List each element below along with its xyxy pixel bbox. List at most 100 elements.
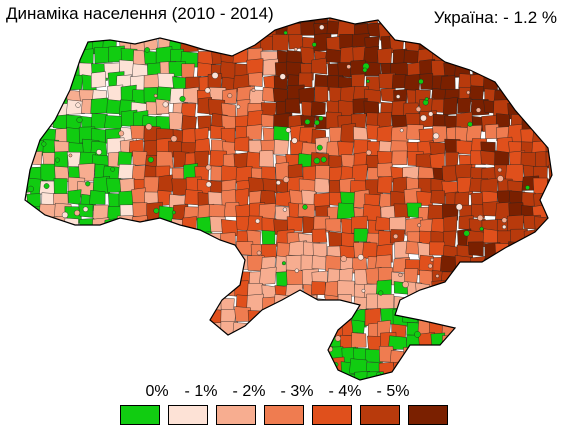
district-cell [210, 349, 228, 367]
district-cell [144, 20, 162, 39]
district-cell [64, 371, 79, 380]
district-cell [172, 332, 188, 351]
district-cell [559, 336, 571, 351]
district-cell [53, 310, 69, 326]
city-marker [543, 248, 549, 253]
district-cell [197, 321, 213, 340]
district-cell [301, 324, 318, 339]
district-cell [560, 125, 571, 143]
district-cell [494, 150, 510, 167]
district-cell [64, 44, 81, 63]
district-cell [25, 269, 43, 287]
district-cell [247, 361, 266, 377]
district-cell [312, 242, 328, 258]
district-cell [157, 174, 174, 193]
district-cell [25, 309, 42, 326]
district-cell [27, 386, 45, 402]
city-marker [312, 42, 317, 47]
district-cell [223, 35, 240, 52]
district-cell [147, 241, 165, 258]
district-cell [557, 384, 571, 400]
district-cell [30, 22, 46, 41]
district-cell [548, 163, 552, 180]
district-cell [52, 385, 68, 402]
district-cell [261, 230, 276, 245]
legend-swatch-1 [168, 405, 208, 425]
city-marker [455, 203, 463, 211]
district-cell [25, 258, 32, 276]
district-cell [170, 358, 189, 376]
district-cell [92, 318, 110, 336]
district-cell [40, 388, 58, 405]
district-cell [443, 295, 460, 314]
district-cell [211, 33, 229, 49]
district-cell [235, 357, 251, 374]
district-cell [560, 346, 571, 359]
city-marker [285, 127, 292, 133]
city-marker [519, 354, 524, 360]
district-cell [77, 321, 94, 338]
city-marker [283, 176, 290, 183]
district-cell [560, 359, 571, 374]
district-cell [91, 71, 107, 89]
city-marker [171, 321, 176, 327]
district-cell [521, 333, 539, 348]
district-cell [310, 57, 328, 75]
district-cell [68, 321, 83, 338]
district-cell [92, 228, 110, 243]
district-cell [351, 332, 367, 348]
district-cell [133, 24, 148, 41]
city-marker [340, 255, 347, 262]
city-marker [468, 280, 475, 287]
district-cell [38, 375, 57, 380]
district-cell [181, 216, 197, 233]
district-cell [196, 335, 213, 353]
city-marker [536, 247, 543, 255]
city-marker [74, 276, 80, 281]
district-cell [144, 267, 161, 285]
city-marker [265, 332, 272, 339]
legend-swatch-5 [360, 405, 400, 425]
district-cell [456, 374, 473, 380]
district-cell [559, 33, 571, 50]
city-marker [393, 233, 399, 239]
district-cell [42, 18, 58, 28]
district-cell [561, 112, 571, 127]
district-cell [454, 46, 469, 65]
city-marker [88, 365, 92, 370]
district-cell [289, 323, 307, 341]
district-cell [325, 48, 343, 64]
district-cell [454, 322, 472, 337]
district-cell [52, 114, 68, 130]
district-cell [171, 246, 186, 262]
legend-swatch-3 [264, 405, 304, 425]
district-cell [186, 18, 203, 25]
district-cell [25, 77, 33, 94]
district-cell [456, 20, 472, 37]
district-cell [337, 141, 354, 156]
district-cell [443, 96, 458, 116]
district-cell [275, 18, 292, 24]
district-cell [493, 322, 511, 337]
district-cell [68, 308, 85, 325]
district-cell [40, 87, 59, 104]
district-cell [442, 18, 457, 29]
district-cell [510, 22, 527, 38]
district-cell [273, 125, 290, 142]
district-cell [482, 363, 498, 380]
legend-swatch-2 [216, 405, 256, 425]
district-cell [90, 97, 110, 114]
city-marker [435, 38, 441, 44]
district-cell [520, 34, 537, 51]
district-cell [532, 99, 549, 118]
district-cell [563, 282, 571, 298]
district-cell [173, 345, 191, 361]
city-marker [67, 74, 73, 80]
district-cell [440, 34, 458, 51]
city-marker [204, 87, 211, 94]
city-marker [170, 135, 178, 143]
district-cell [105, 18, 123, 28]
district-cell [25, 335, 28, 350]
district-cell [419, 18, 435, 26]
district-cell [27, 279, 42, 296]
